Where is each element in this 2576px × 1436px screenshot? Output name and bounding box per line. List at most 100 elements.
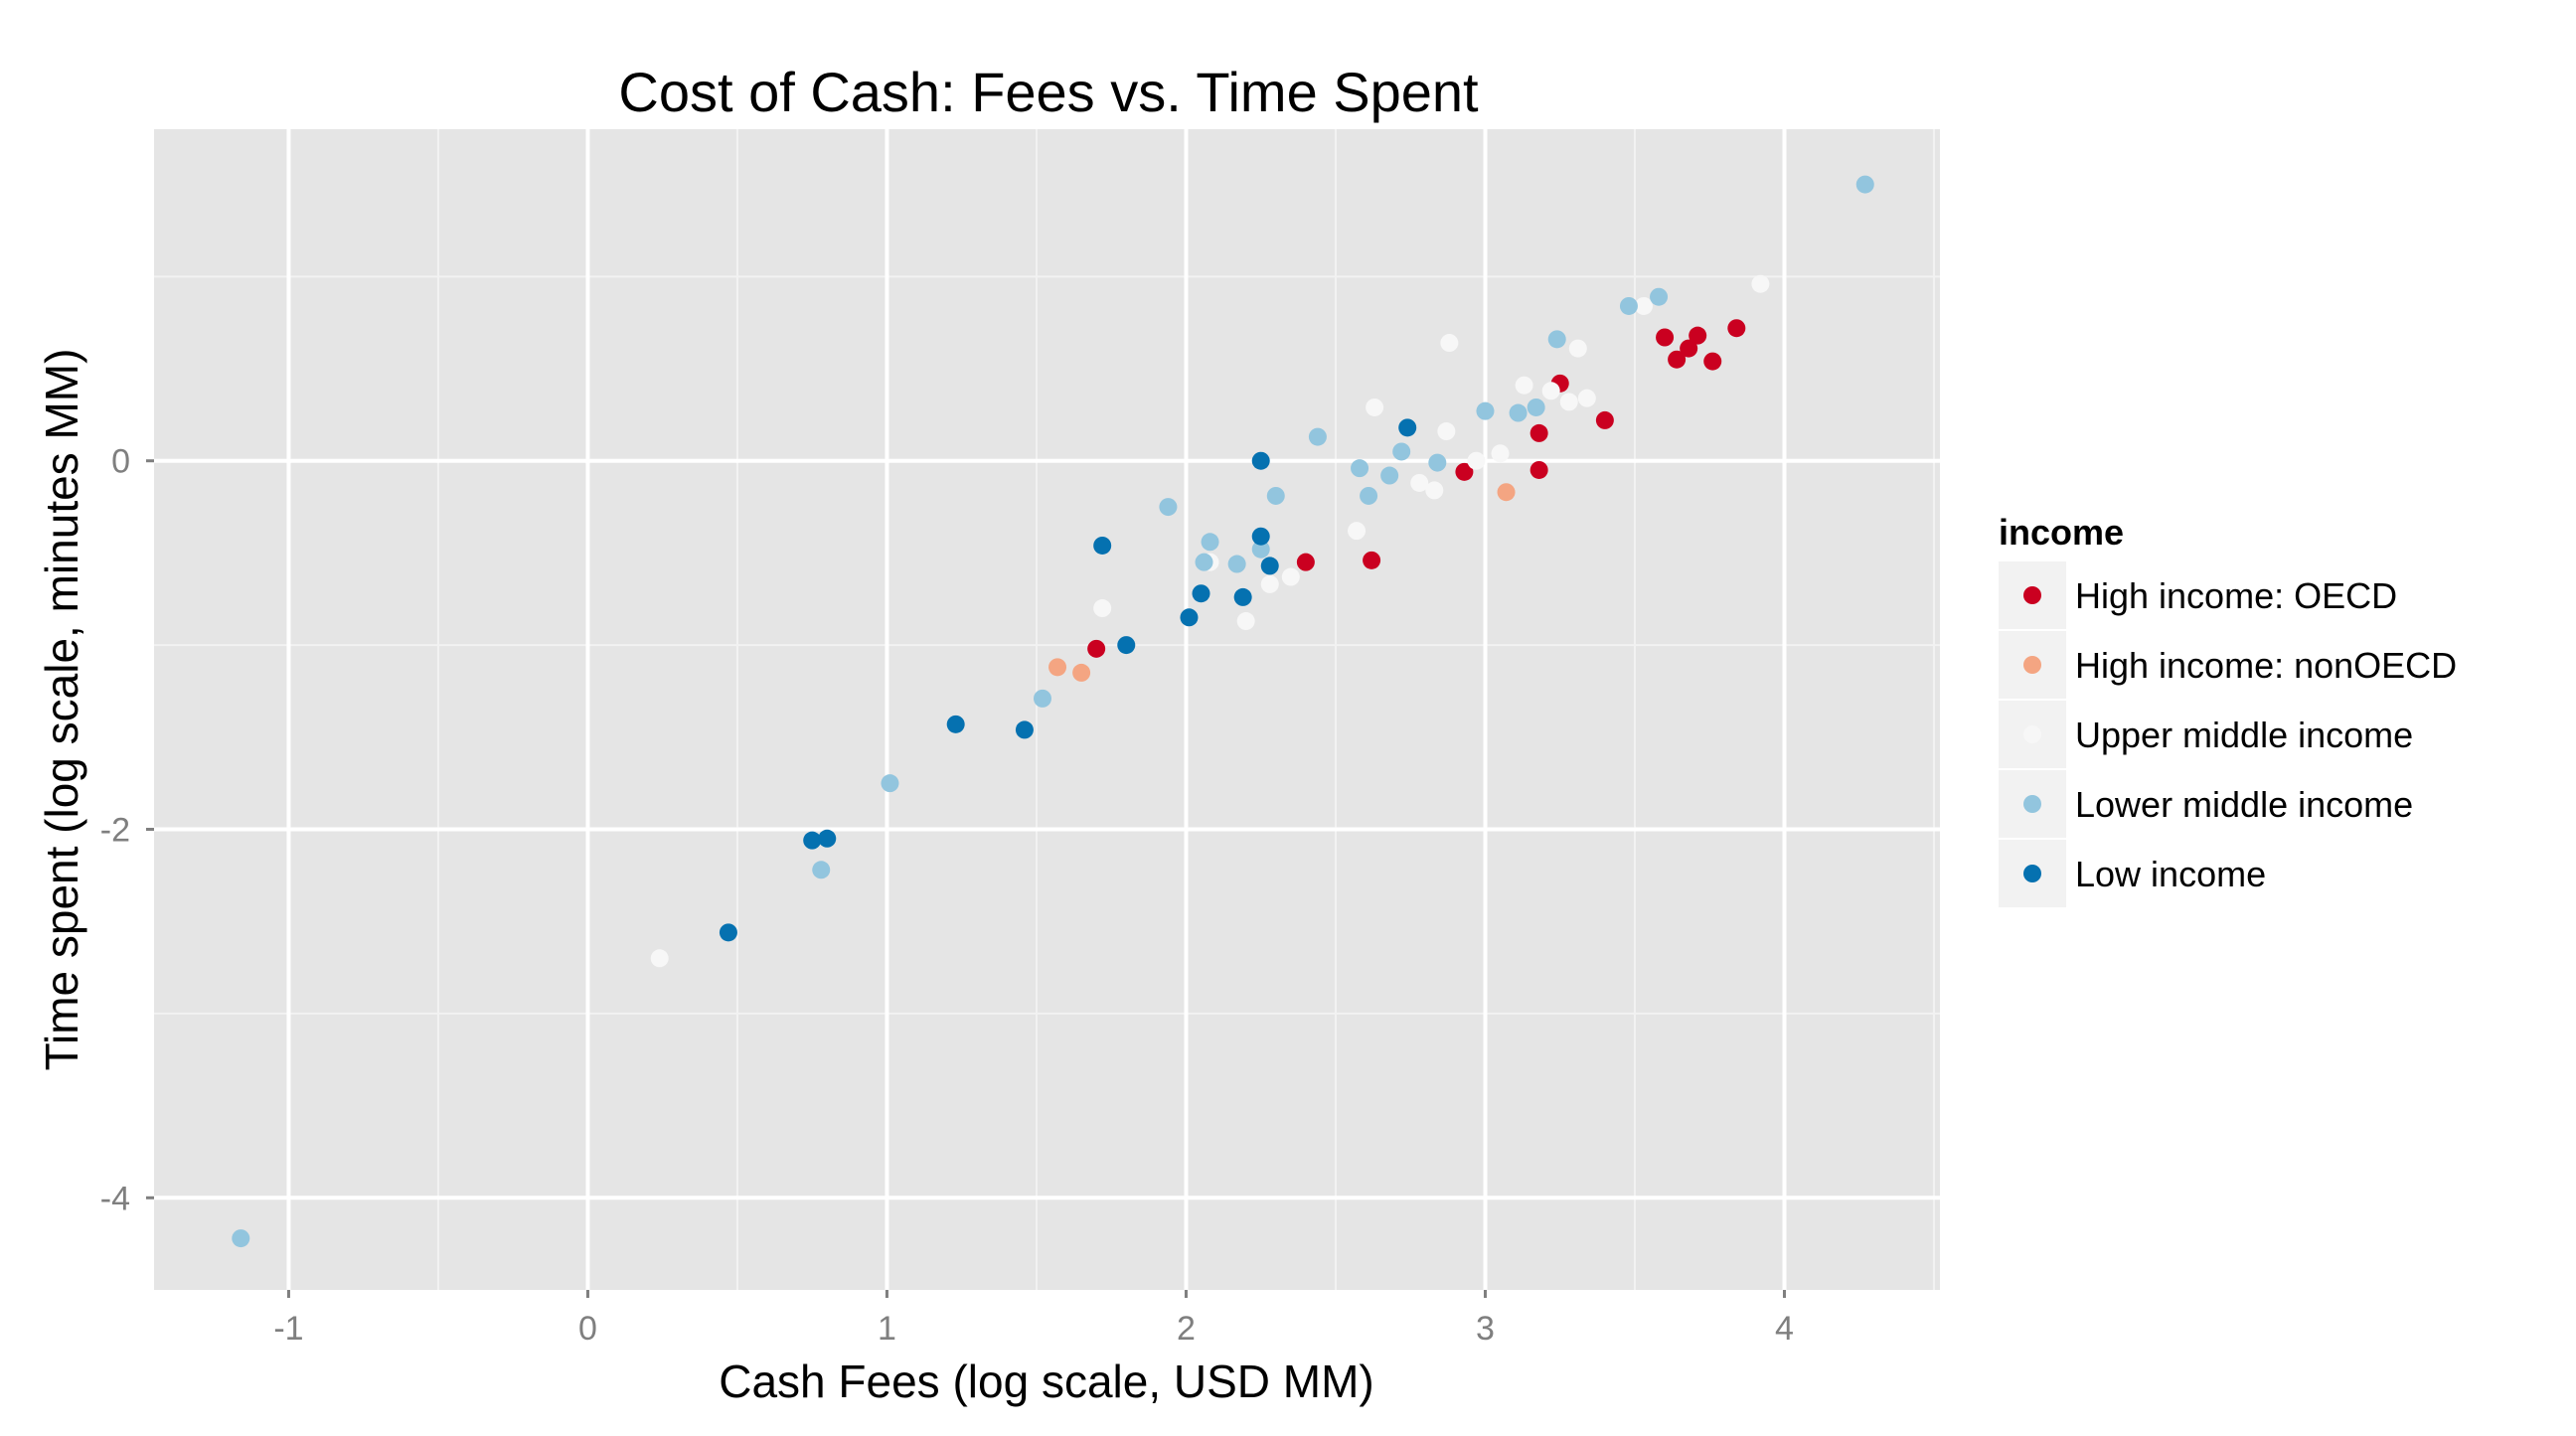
data-point-series-0 [1455, 462, 1474, 481]
data-point-series-4 [1260, 557, 1279, 575]
chart-title: Cost of Cash: Fees vs. Time Spent [618, 61, 1479, 123]
data-point-series-1 [1048, 658, 1067, 677]
data-point-series-3 [881, 774, 899, 793]
major-gridlines [154, 129, 1940, 1290]
legend-swatch [2023, 795, 2041, 813]
data-point-series-3 [1392, 442, 1411, 461]
legend-label: High income: nonOECD [2075, 645, 2457, 686]
data-point-series-0 [1703, 352, 1722, 371]
x-tick-label: 3 [1476, 1310, 1495, 1348]
data-point-series-2 [1751, 274, 1770, 293]
data-points [232, 175, 1874, 1248]
data-point-series-0 [1530, 423, 1548, 442]
legend-label: Low income [2075, 854, 2266, 894]
minor-gridlines [154, 129, 1940, 1290]
data-point-series-2 [1281, 567, 1300, 586]
data-point-series-3 [1619, 296, 1638, 315]
data-point-series-2 [1366, 398, 1384, 416]
data-point-series-3 [1855, 175, 1874, 194]
data-point-series-4 [1117, 636, 1136, 655]
data-point-series-0 [1727, 319, 1746, 338]
legend-label: Upper middle income [2075, 715, 2413, 755]
data-point-series-2 [1093, 599, 1112, 618]
data-point-series-4 [1192, 584, 1210, 603]
data-point-series-3 [1159, 498, 1178, 517]
data-point-series-0 [1689, 326, 1707, 345]
data-point-series-2 [1577, 389, 1596, 407]
data-point-series-3 [1428, 453, 1447, 472]
x-tick-label: 0 [578, 1310, 597, 1348]
data-point-series-3 [1251, 540, 1270, 558]
data-point-series-3 [1033, 689, 1051, 708]
data-point-series-3 [1266, 486, 1285, 505]
data-point-series-4 [946, 715, 965, 733]
data-point-series-3 [1360, 486, 1378, 505]
data-point-series-3 [1308, 427, 1327, 446]
data-point-series-3 [1509, 403, 1528, 422]
plot-panel [154, 129, 1940, 1290]
data-point-series-0 [1363, 551, 1381, 569]
data-point-series-3 [1195, 553, 1213, 571]
data-point-series-2 [1260, 574, 1279, 593]
data-point-series-2 [1635, 296, 1654, 315]
legend-title: income [1999, 512, 2124, 553]
data-point-series-2 [1437, 422, 1456, 441]
data-point-series-0 [1680, 339, 1698, 358]
data-point-series-0 [1530, 460, 1548, 479]
x-axis-title: Cash Fees (log scale, USD MM) [719, 1356, 1374, 1407]
data-point-series-3 [1351, 459, 1369, 478]
data-point-series-0 [1668, 350, 1687, 369]
data-point-series-3 [1476, 401, 1495, 420]
data-point-series-4 [1015, 720, 1034, 739]
x-tick-label: 4 [1775, 1310, 1794, 1348]
data-point-series-0 [1595, 410, 1614, 429]
data-point-series-3 [1201, 533, 1219, 552]
data-point-series-2 [1559, 393, 1578, 411]
data-point-series-2 [1425, 481, 1444, 500]
data-point-series-0 [1296, 553, 1315, 571]
data-point-series-2 [1467, 451, 1486, 470]
x-tick-label: 1 [878, 1310, 896, 1348]
data-point-series-3 [812, 861, 831, 879]
data-point-series-4 [1398, 418, 1417, 437]
data-point-series-2 [1440, 334, 1459, 353]
y-axis-ticks: -4 -2 0 [100, 443, 154, 1217]
y-tick-label: -4 [100, 1180, 130, 1217]
y-tick-label: 0 [111, 443, 130, 481]
data-point-series-4 [1233, 587, 1252, 606]
data-point-series-1 [1072, 663, 1091, 682]
data-point-series-2 [1568, 339, 1587, 358]
data-point-series-0 [1087, 639, 1106, 658]
data-point-series-4 [719, 923, 737, 942]
data-point-series-4 [1093, 536, 1112, 555]
y-axis-title: Time spent (log scale, minutes MM) [36, 349, 87, 1071]
legend-label: Lower middle income [2075, 784, 2413, 825]
data-point-series-2 [1515, 376, 1533, 395]
data-point-series-0 [1656, 328, 1675, 347]
data-point-series-4 [1251, 451, 1270, 470]
y-tick-label: -2 [100, 812, 130, 850]
legend-swatch [2023, 865, 2041, 882]
data-point-series-4 [1180, 608, 1199, 627]
data-point-series-3 [1227, 555, 1246, 573]
data-point-series-1 [1497, 483, 1516, 502]
data-point-series-4 [803, 831, 822, 850]
data-point-series-2 [1348, 522, 1367, 541]
legend: income High income: OECD High income: non… [1999, 512, 2457, 907]
data-point-series-4 [818, 829, 837, 848]
x-axis-ticks: -1 0 1 2 3 4 [273, 1290, 1794, 1348]
legend-items: High income: OECD High income: nonOECD Upp… [1999, 561, 2457, 907]
data-point-series-2 [1491, 444, 1510, 463]
x-tick-label: -1 [273, 1310, 303, 1348]
legend-label: High income: OECD [2075, 575, 2397, 616]
legend-swatch [2023, 656, 2041, 674]
legend-swatch [2023, 586, 2041, 604]
data-point-series-4 [1251, 527, 1270, 546]
data-point-series-3 [1547, 330, 1566, 349]
data-point-series-3 [1380, 466, 1399, 485]
x-tick-label: 2 [1177, 1310, 1196, 1348]
data-point-series-2 [650, 949, 669, 968]
data-point-series-2 [1410, 473, 1429, 492]
